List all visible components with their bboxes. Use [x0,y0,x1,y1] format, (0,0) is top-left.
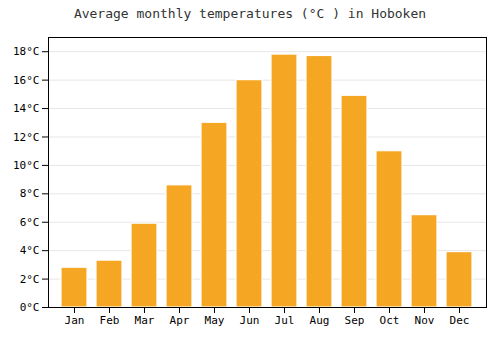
html-text:Average monthly temperatures (: Average monthly temperatures (°C ) in Ho… [73,6,427,21]
svg-text:12°C: 12°C [13,130,40,143]
svg-text:Jan: Jan [65,314,85,327]
svg-text:Feb: Feb [100,314,120,327]
svg-text:14°C: 14°C [13,102,40,115]
svg-text:Apr: Apr [170,314,190,327]
svg-text:Nov: Nov [415,314,435,327]
svg-text:18°C: 18°C [13,45,40,58]
svg-text:4°C: 4°C [20,244,40,257]
svg-text:Aug: Aug [310,314,330,327]
svg-text:16°C: 16°C [13,74,40,87]
svg-text:Jul: Jul [275,314,295,327]
svg-text:Mar: Mar [135,314,155,327]
svg-text:0°C: 0°C [20,301,40,314]
svg-text:2°C: 2°C [20,273,40,286]
svg-text:Jun: Jun [240,314,260,327]
svg-text:10°C: 10°C [13,159,40,172]
svg-text:May: May [205,314,225,327]
svg-text:Oct: Oct [380,314,400,327]
svg-text:6°C: 6°C [20,216,40,229]
svg-text:Sep: Sep [345,314,365,327]
svg-text:8°C: 8°C [20,187,40,200]
svg-text:Dec: Dec [450,314,470,327]
